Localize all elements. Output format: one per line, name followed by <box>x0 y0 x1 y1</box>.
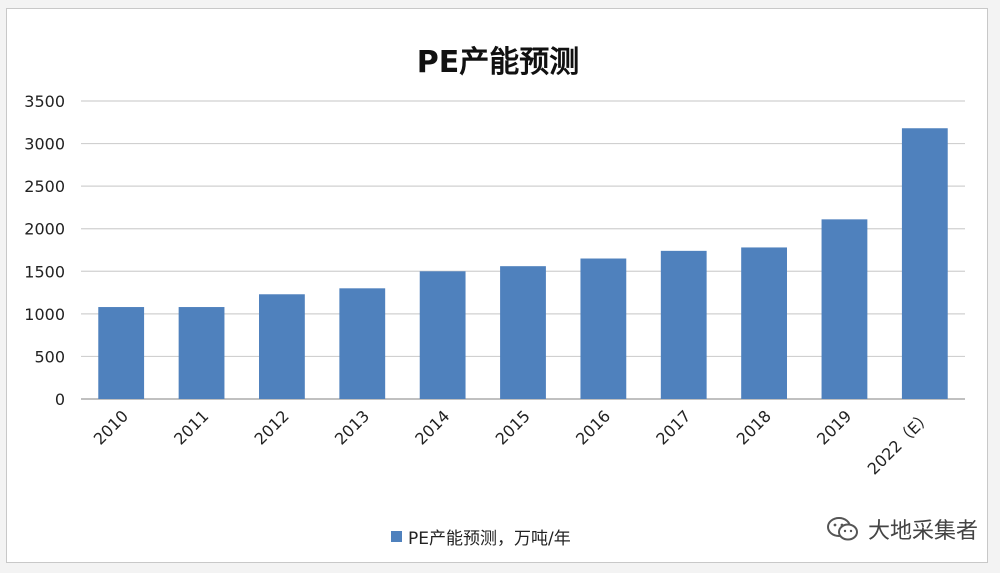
legend-label: PE产能预测，万吨/年 <box>408 528 571 549</box>
watermark-text: 大地采集者 <box>867 519 978 544</box>
y-tick-label: 3000 <box>24 135 65 154</box>
x-tick-label: 2010 <box>90 406 132 448</box>
bar <box>98 307 145 399</box>
bar <box>178 307 225 399</box>
y-tick-label: 2500 <box>24 177 65 196</box>
x-tick-label: 2018 <box>733 406 775 448</box>
x-tick-label: 2013 <box>331 406 373 448</box>
x-tick-label: 2019 <box>813 406 855 448</box>
bar <box>821 219 868 399</box>
x-tick-label: 2017 <box>652 406 694 448</box>
y-tick-label: 500 <box>34 347 65 366</box>
wechat-icon <box>826 517 858 541</box>
bar <box>339 288 386 399</box>
bar <box>259 294 305 399</box>
legend: PE产能预测，万吨/年 <box>391 525 571 549</box>
watermark: 大地采集者 <box>826 513 978 545</box>
bar <box>419 271 466 399</box>
chart-title: PE产能预测 <box>416 45 580 80</box>
x-tick-label: 2011 <box>170 406 212 448</box>
x-tick-label: 2012 <box>251 406 293 448</box>
chart-frame: PE产能预测 0 500 1000 1500 2000 2500 3000 3500 2010 2… <box>6 8 988 563</box>
x-tick-label: 2014 <box>411 406 453 448</box>
bar-chart: 0 500 1000 1500 2000 2500 3000 3500 2010 2011 2012… <box>24 92 965 478</box>
x-tick-label: 2022（E） <box>864 406 936 478</box>
y-tick-label: 3500 <box>24 92 65 111</box>
y-tick-label: 2000 <box>24 220 65 239</box>
bar <box>901 128 948 399</box>
bar <box>660 250 707 399</box>
bar <box>500 266 546 399</box>
x-tick-label: 2016 <box>572 406 614 448</box>
legend-swatch <box>391 530 402 542</box>
bar <box>741 247 787 399</box>
y-tick-label: 0 <box>55 390 65 409</box>
bar <box>580 258 627 399</box>
y-tick-label: 1500 <box>24 262 65 281</box>
x-tick-label: 2015 <box>492 406 534 448</box>
y-tick-label: 1000 <box>24 305 65 324</box>
